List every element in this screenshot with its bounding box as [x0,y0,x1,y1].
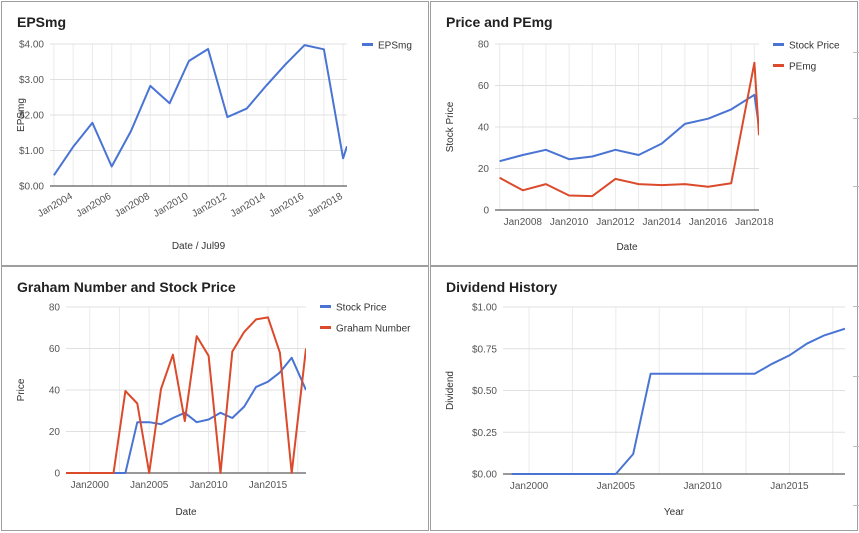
eps-y-axis-label: EPSmg [16,98,27,132]
edge-marker [853,446,859,447]
graham-chart-title: Graham Number and Stock Price [17,279,236,295]
edge-marker [853,52,859,53]
x-tick-label: Jan2016 [267,191,306,220]
y-tick-label: 20 [49,427,61,438]
y-tick-label: $1.00 [19,146,44,157]
y-tick-label: 0 [54,469,60,480]
x-tick-label: Jan2010 [189,480,228,491]
eps-chart-panel: EPSmg $0.00 $1.00 $2.00 $3.00 $4.00 Jan2004 Jan… [1,1,429,266]
x-tick-label: Jan2010 [152,191,191,220]
graham-x-axis-label: Date [175,507,197,518]
x-tick-label: Jan2010 [683,481,722,492]
y-tick-label: $0.25 [472,428,497,439]
y-tick-label: 40 [478,123,490,134]
dividend-x-axis-label: Year [664,507,685,518]
x-tick-label: Jan2014 [643,217,682,228]
x-tick-label: Jan2015 [249,480,288,491]
x-tick-label: Jan2000 [71,480,110,491]
price-pe-series-line-pemg [499,61,759,198]
edge-marker [853,505,859,506]
legend-label: EPSmg [378,41,412,52]
graham-number-chart-panel: Graham Number and Stock Price 0 20 40 60 80 Ja… [1,266,429,531]
price-pe-chart-title: Price and PEmg [446,14,553,30]
y-tick-label: 0 [483,206,489,217]
y-tick-label: $0.50 [472,386,497,397]
price-pe-y-axis-label: Stock Price [445,101,456,152]
graham-series-line-stock-price [66,356,306,474]
x-tick-label: Jan2014 [229,191,268,220]
y-tick-label: 80 [49,303,61,314]
y-tick-label: $0.75 [472,344,497,355]
price-pe-series-line-stock-price [499,93,759,163]
eps-series-line-epsmg [53,44,347,176]
y-tick-label: 80 [478,40,490,51]
legend-swatch [362,43,373,46]
dividend-series-line-0 [511,327,845,475]
graham-chart-svg: Graham Number and Stock Price 0 20 40 60 80 Ja… [16,279,411,518]
y-tick-label: 40 [49,386,61,397]
graham-y-axis-label: Price [16,378,27,401]
price-pe-chart-svg: Price and PEmg 0 20 40 60 80 Jan2008 Jan2010 Jan… [445,14,840,253]
x-tick-label: Jan2018 [735,217,774,228]
y-tick-label: $0.00 [472,470,497,481]
x-tick-label: Jan2005 [597,481,636,492]
legend-label: Stock Price [336,303,387,314]
y-tick-label: 20 [478,164,490,175]
y-tick-label: 60 [49,344,61,355]
dividend-y-axis-label: Dividend [445,371,456,410]
legend-label: PEmg [789,62,816,73]
legend-swatch [773,43,784,46]
y-tick-label: $4.00 [19,40,44,51]
price-pe-x-axis-label: Date [616,242,638,253]
edge-marker [853,118,859,119]
x-tick-label: Jan2012 [596,217,635,228]
dividend-chart-svg: Dividend History $0.00 $0.25 $0.50 $0.75 $1.0… [445,279,845,518]
x-tick-label: Jan2012 [190,191,229,220]
dividend-history-chart-panel: Dividend History $0.00 $0.25 $0.50 $0.75 $1.0… [430,266,858,531]
x-tick-label: Jan2015 [770,481,809,492]
legend-label: Graham Number [336,324,411,335]
y-tick-label: $3.00 [19,75,44,86]
price-pe-chart-panel: Price and PEmg 0 20 40 60 80 Jan2008 Jan2010 Jan… [430,1,858,266]
dividend-chart-title: Dividend History [446,279,557,295]
y-tick-label: $2.00 [19,111,44,122]
eps-chart-title: EPSmg [17,14,66,30]
x-tick-label: Jan2005 [130,480,169,491]
x-tick-label: Jan2018 [306,191,345,220]
y-tick-label: 60 [478,81,490,92]
eps-x-axis-label: Date / Jul99 [172,241,226,252]
x-tick-label: Jan2008 [504,217,543,228]
x-tick-label: Jan2006 [74,191,113,220]
x-tick-label: Jan2010 [550,217,589,228]
graham-series-line-graham-number [66,316,306,474]
x-tick-label: Jan2000 [510,481,549,492]
x-tick-label: Jan2008 [113,191,152,220]
edge-marker [853,186,859,187]
legend-swatch [773,64,784,67]
x-tick-label: Jan2004 [36,191,75,220]
legend-swatch [320,305,331,308]
edge-marker [853,376,859,377]
x-tick-label: Jan2016 [689,217,728,228]
legend-swatch [320,326,331,329]
edge-marker [853,306,859,307]
y-tick-label: $0.00 [19,182,44,193]
y-tick-label: $1.00 [472,303,497,314]
legend-label: Stock Price [789,41,840,52]
